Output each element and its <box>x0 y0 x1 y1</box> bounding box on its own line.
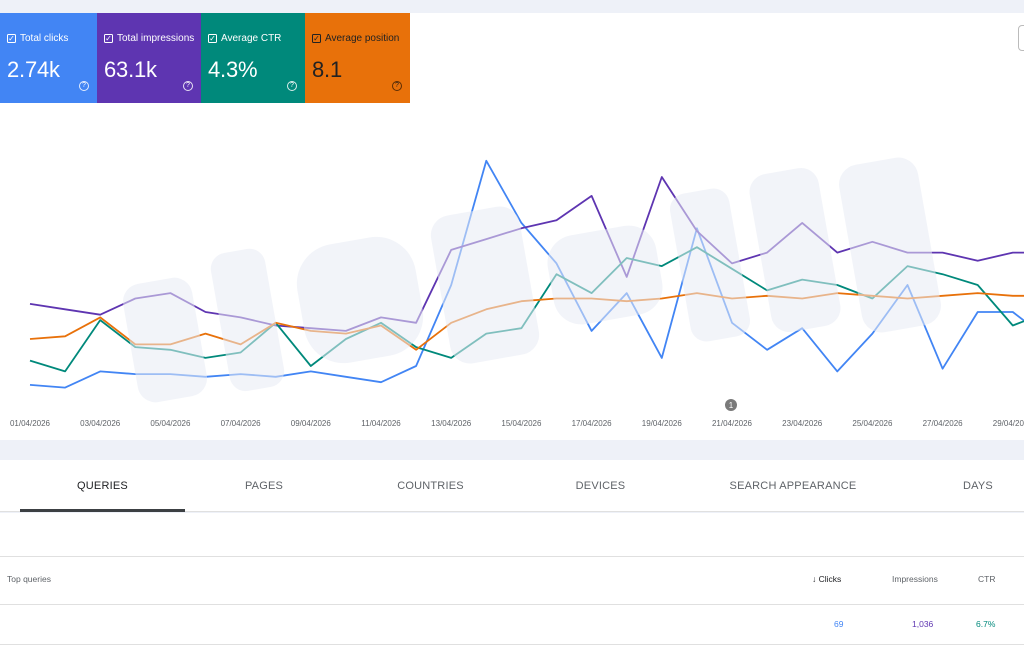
series-layer <box>29 159 1024 389</box>
series-line-total-clicks <box>29 159 1024 389</box>
total-impressions-label: Total impressions <box>117 33 195 44</box>
average-position-card[interactable]: ✓ Average position 8.1 ? <box>305 13 410 103</box>
average-ctr-card[interactable]: ✓ Average CTR 4.3% ? <box>201 13 305 103</box>
help-icon[interactable]: ? <box>287 81 297 91</box>
x-tick-label: 29/04/2026 <box>993 419 1024 428</box>
series-line-average-ctr <box>29 246 1024 373</box>
annotation-marker-label: 1 <box>729 401 734 410</box>
column-header-clicks-label: Clicks <box>818 574 842 584</box>
total-clicks-label: Total clicks <box>20 33 69 44</box>
tab-pages[interactable]: PAGES <box>244 480 284 492</box>
x-tick-label: 23/04/2026 <box>782 419 823 428</box>
help-icon[interactable]: ? <box>392 81 402 91</box>
row-clicks: 69 <box>834 619 844 629</box>
tab-countries[interactable]: COUNTRIES <box>397 480 464 492</box>
queries-table: Top queries ↓ Clicks Impressions CTR 69 … <box>0 556 1024 656</box>
row-divider <box>0 644 1024 645</box>
tab-search-appearance[interactable]: SEARCH APPEARANCE <box>729 480 857 492</box>
row-impressions: 1,036 <box>912 619 934 629</box>
average-position-label: Average position <box>325 33 400 44</box>
header-divider <box>0 604 1024 605</box>
x-tick-label: 17/04/2026 <box>572 419 613 428</box>
series-line-average-position <box>29 292 1024 351</box>
total-clicks-value: 2.74k <box>7 57 60 82</box>
top-strip <box>0 0 1024 13</box>
checkbox-icon[interactable]: ✓ <box>208 33 217 43</box>
checkbox-icon[interactable]: ✓ <box>312 33 321 43</box>
help-icon[interactable]: ? <box>183 81 193 91</box>
x-tick-label: 05/04/2026 <box>150 419 191 428</box>
column-header-impressions[interactable]: Impressions <box>892 574 938 584</box>
active-tab-indicator <box>20 509 185 512</box>
help-icon[interactable]: ? <box>79 81 89 91</box>
checkbox-icon[interactable]: ✓ <box>104 33 113 43</box>
chart-options-button[interactable] <box>1018 25 1024 51</box>
x-tick-label: 27/04/2026 <box>923 419 964 428</box>
average-position-value: 8.1 <box>312 57 342 82</box>
x-tick-label: 19/04/2026 <box>642 419 683 428</box>
average-position-label-row: ✓ Average position <box>312 33 399 44</box>
dimension-tabs: QUERIES PAGES COUNTRIES DEVICES SEARCH A… <box>0 460 1024 512</box>
performance-chart-card: ✓ Total clicks 2.74k ? ✓ Total impressio… <box>0 13 1024 440</box>
tab-queries[interactable]: QUERIES <box>77 480 128 492</box>
x-tick-label: 13/04/2026 <box>431 419 472 428</box>
total-impressions-card[interactable]: ✓ Total impressions 63.1k ? <box>97 13 201 103</box>
x-tick-label: 01/04/2026 <box>10 419 51 428</box>
performance-line-chart: 1 01/04/2026 03/04/2026 05/04/2026 07/04/20… <box>10 159 1024 428</box>
column-header-clicks[interactable]: ↓ Clicks <box>812 574 841 584</box>
tab-devices[interactable]: DEVICES <box>575 480 626 492</box>
column-header-ctr[interactable]: CTR <box>978 574 996 584</box>
x-tick-label: 21/04/2026 <box>712 419 753 428</box>
total-clicks-label-row: ✓ Total clicks <box>7 33 68 44</box>
x-tick-label: 03/04/2026 <box>80 419 121 428</box>
x-tick-label: 11/04/2026 <box>361 419 401 428</box>
x-tick-label: 09/04/2026 <box>291 419 332 428</box>
average-ctr-value: 4.3% <box>208 57 258 82</box>
table-toolbar-area <box>0 513 1024 556</box>
row-ctr: 6.7% <box>976 619 996 629</box>
series-line-total-impressions <box>29 176 1024 332</box>
sort-arrow-icon: ↓ <box>812 574 817 584</box>
checkbox-icon[interactable]: ✓ <box>7 33 16 43</box>
x-axis-ticks: 01/04/2026 03/04/2026 05/04/2026 07/04/2026… <box>10 419 1024 428</box>
x-tick-label: 07/04/2026 <box>221 419 262 428</box>
annotation-marker[interactable] <box>725 399 737 411</box>
tab-days[interactable]: DAYS <box>963 480 993 492</box>
column-header-query[interactable]: Top queries <box>7 574 51 584</box>
x-tick-label: 15/04/2026 <box>501 419 542 428</box>
total-impressions-value: 63.1k <box>104 57 157 82</box>
x-tick-label: 25/04/2026 <box>852 419 893 428</box>
average-ctr-label: Average CTR <box>221 33 282 44</box>
total-impressions-label-row: ✓ Total impressions <box>104 33 194 44</box>
annotation-layer: 1 <box>725 399 737 411</box>
total-clicks-card[interactable]: ✓ Total clicks 2.74k ? <box>0 13 97 103</box>
average-ctr-label-row: ✓ Average CTR <box>208 33 281 44</box>
